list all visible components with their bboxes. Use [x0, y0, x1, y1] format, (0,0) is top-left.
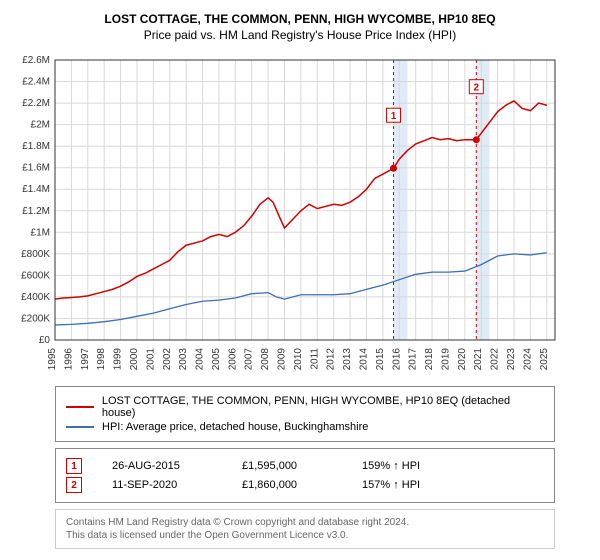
event-marker-label: 1 — [391, 111, 397, 122]
x-tick-label: 2022 — [490, 348, 501, 371]
sale-point-delta: 157% ↑ HPI — [362, 479, 420, 491]
y-tick-label: £1M — [31, 227, 50, 238]
legend-swatch — [66, 426, 94, 428]
x-tick-label: 2015 — [375, 348, 386, 371]
x-tick-label: 2016 — [391, 348, 402, 371]
y-tick-label: £1.8M — [22, 141, 50, 152]
y-tick-label: £1.4M — [22, 184, 50, 195]
x-tick-label: 2007 — [244, 348, 255, 371]
x-tick-label: 2021 — [473, 348, 484, 371]
y-tick-label: £200K — [21, 313, 50, 324]
sale-point-date: 26-AUG-2015 — [112, 460, 212, 472]
page-subtitle: Price paid vs. HM Land Registry's House … — [10, 28, 590, 42]
sale-point-date: 11-SEP-2020 — [112, 479, 212, 491]
x-tick-label: 2023 — [506, 348, 517, 371]
x-tick-label: 1996 — [63, 348, 74, 371]
y-tick-label: £2M — [31, 120, 50, 131]
x-tick-label: 2002 — [162, 348, 173, 371]
x-tick-label: 2018 — [424, 348, 435, 371]
attribution-line: Contains HM Land Registry data © Crown c… — [66, 516, 544, 529]
x-tick-label: 2003 — [178, 348, 189, 371]
shaded-region — [394, 60, 408, 340]
x-tick-label: 2006 — [227, 348, 238, 371]
x-tick-label: 2004 — [195, 348, 206, 371]
x-tick-label: 1999 — [113, 348, 124, 371]
y-tick-label: £600K — [21, 270, 50, 281]
page-title: LOST COTTAGE, THE COMMON, PENN, HIGH WYC… — [10, 12, 590, 26]
x-tick-label: 2024 — [522, 348, 533, 371]
x-tick-label: 2012 — [326, 348, 337, 371]
x-tick-label: 2010 — [293, 348, 304, 371]
sale-point-row: 1 26-AUG-2015 £1,595,000 159% ↑ HPI — [66, 458, 544, 474]
attribution-line: This data is licensed under the Open Gov… — [66, 529, 544, 542]
x-tick-label: 2011 — [309, 348, 320, 370]
x-tick-label: 2019 — [440, 348, 451, 371]
sale-point-price: £1,595,000 — [242, 460, 332, 472]
chart-container: £0 £200K £400K £600K £800K £1M £1.2M £1.4M £1.6M… — [10, 50, 590, 380]
y-tick-label: £1.6M — [22, 163, 50, 174]
event-marker-label: 2 — [474, 83, 480, 94]
event-marker-dot — [473, 136, 480, 143]
x-tick-label: 2014 — [358, 348, 369, 371]
x-tick-label: 2013 — [342, 348, 353, 371]
price-chart: £0 £200K £400K £600K £800K £1M £1.2M £1.4M £1.6M… — [10, 50, 590, 380]
x-tick-label: 2001 — [145, 348, 156, 371]
y-tick-label: £0 — [39, 335, 51, 346]
sale-points-table: 1 26-AUG-2015 £1,595,000 159% ↑ HPI 2 11-SEP-… — [55, 448, 555, 503]
legend-swatch — [66, 406, 94, 408]
y-tick-label: £2.4M — [22, 77, 50, 88]
x-tick-label: 2005 — [211, 348, 222, 371]
y-tick-label: £400K — [21, 292, 50, 303]
x-tick-label: 2000 — [129, 348, 140, 371]
x-tick-label: 1998 — [96, 348, 107, 371]
y-tick-label: £2.2M — [22, 98, 50, 109]
legend-label: LOST COTTAGE, THE COMMON, PENN, HIGH WYC… — [102, 395, 544, 419]
x-tick-label: 1995 — [47, 348, 58, 371]
y-tick-label: £2.6M — [22, 55, 50, 66]
x-tick-label: 2025 — [539, 348, 550, 371]
x-tick-label: 1997 — [80, 348, 91, 371]
event-marker-dot — [390, 165, 397, 172]
sale-point-delta: 159% ↑ HPI — [362, 460, 420, 472]
y-tick-label: £800K — [21, 249, 50, 260]
legend-label: HPI: Average price, detached house, Buck… — [102, 421, 368, 433]
x-tick-label: 2020 — [457, 348, 468, 371]
sale-point-marker: 2 — [66, 477, 82, 493]
x-tick-label: 2008 — [260, 348, 271, 371]
x-tick-label: 2017 — [408, 348, 419, 371]
x-tick-label: 2009 — [277, 348, 288, 371]
sale-point-price: £1,860,000 — [242, 479, 332, 491]
sale-point-row: 2 11-SEP-2020 £1,860,000 157% ↑ HPI — [66, 477, 544, 493]
legend-row: HPI: Average price, detached house, Buck… — [66, 421, 544, 433]
attribution: Contains HM Land Registry data © Crown c… — [55, 509, 555, 549]
y-tick-label: £1.2M — [22, 206, 50, 217]
legend-row: LOST COTTAGE, THE COMMON, PENN, HIGH WYC… — [66, 395, 544, 419]
shaded-region — [476, 60, 489, 340]
sale-point-marker: 1 — [66, 458, 82, 474]
legend: LOST COTTAGE, THE COMMON, PENN, HIGH WYC… — [55, 386, 555, 442]
